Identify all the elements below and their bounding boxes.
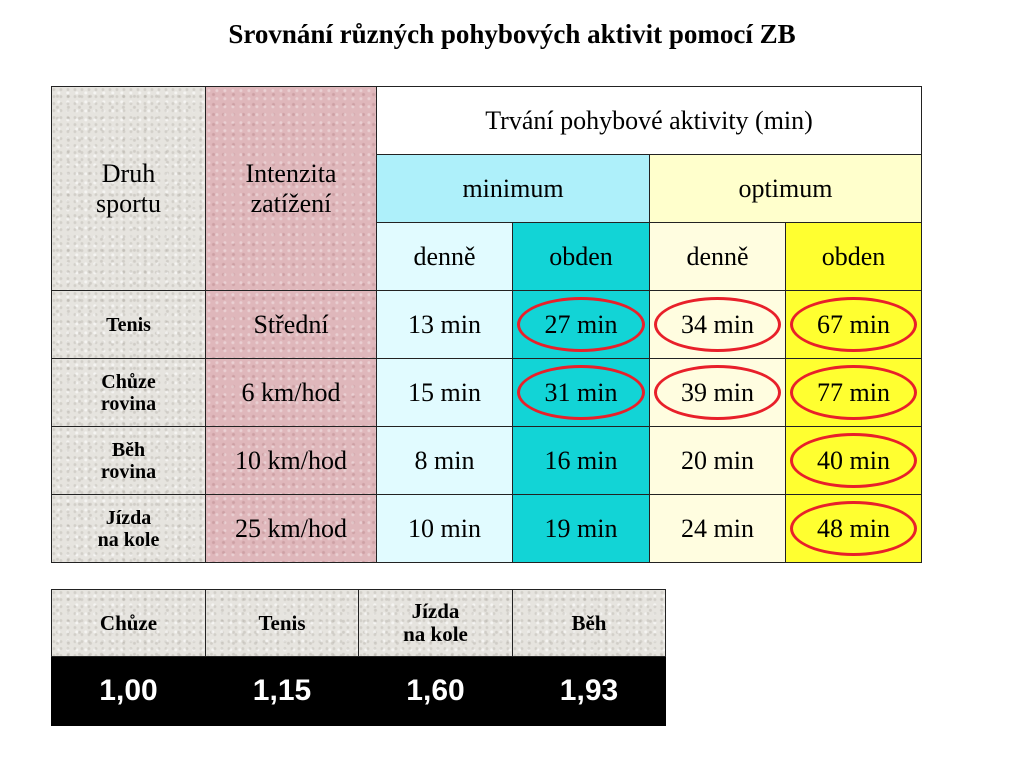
sport-type-header: Druh sportu xyxy=(51,86,206,291)
intensity-cell: 25 km/hod xyxy=(205,494,377,563)
minimum-daily-cell: 13 min xyxy=(376,290,513,359)
activity-comparison-table: Druh sportu Intenzita zatížení Trvání pohy… xyxy=(51,86,923,563)
minimum-alternate-cell: 31 min xyxy=(512,358,650,427)
sport-name-cell: Tenis xyxy=(51,290,206,359)
intensity-cell: 6 km/hod xyxy=(205,358,377,427)
optimum-daily-cell: 39 min xyxy=(649,358,786,427)
minimum-daily-cell: 15 min xyxy=(376,358,513,427)
optimum-alternate-cell: 40 min xyxy=(784,426,923,495)
factor-header-cell: Běh xyxy=(512,589,666,657)
sport-name-cell: Chůze rovina xyxy=(51,358,206,427)
optimum-header: optimum xyxy=(648,154,923,223)
table-row: Běh rovina 10 km/hod 8 min 16 min 20 min 40 mi… xyxy=(51,426,923,495)
optimum-alternate-cell: 48 min xyxy=(784,494,923,563)
table-row: Jízda na kole 25 km/hod 10 min 19 min 24 min 4… xyxy=(51,494,923,563)
optimum-alternate-cell: 67 min xyxy=(784,290,923,359)
energy-factor-table: Chůze Tenis Jízda na kole Běh 1,00 1,15 1,60 1,… xyxy=(51,589,666,726)
minimum-header: minimum xyxy=(376,154,650,223)
sport-name-cell: Běh rovina xyxy=(51,426,206,495)
page-title: Srovnání různých pohybových aktivit pomo… xyxy=(228,19,796,49)
minimum-alternate-cell: 16 min xyxy=(512,426,650,495)
factor-value-cell: 1,93 xyxy=(512,656,666,726)
intensity-cell: Střední xyxy=(205,290,377,359)
table-row: Chůze rovina 6 km/hod 15 min 31 min 39 min 77 … xyxy=(51,358,923,427)
optimum-daily-header: denně xyxy=(649,222,786,291)
minimum-daily-header: denně xyxy=(376,222,513,291)
table-row: Tenis Střední 13 min 27 min 34 min 67 min xyxy=(51,290,923,359)
minimum-daily-cell: 8 min xyxy=(376,426,513,495)
optimum-daily-cell: 34 min xyxy=(649,290,786,359)
factor-header-cell: Chůze xyxy=(51,589,206,657)
factor-header-cell: Jízda na kole xyxy=(358,589,513,657)
factor-header-cell: Tenis xyxy=(205,589,359,657)
optimum-alternate-cell: 77 min xyxy=(784,358,923,427)
factor-value-cell: 1,00 xyxy=(51,656,206,726)
duration-header: Trvání pohybové aktivity (min) xyxy=(375,86,923,155)
minimum-alternate-header: obden xyxy=(512,222,650,291)
minimum-alternate-cell: 19 min xyxy=(512,494,650,563)
minimum-alternate-cell: 27 min xyxy=(512,290,650,359)
intensity-cell: 10 km/hod xyxy=(205,426,377,495)
factor-value-cell: 1,15 xyxy=(205,656,359,726)
optimum-daily-cell: 24 min xyxy=(649,494,786,563)
optimum-daily-cell: 20 min xyxy=(649,426,786,495)
sport-name-cell: Jízda na kole xyxy=(51,494,206,563)
intensity-header: Intenzita zatížení xyxy=(205,86,377,291)
minimum-daily-cell: 10 min xyxy=(376,494,513,563)
optimum-alternate-header: obden xyxy=(784,222,923,291)
factor-value-cell: 1,60 xyxy=(358,656,513,726)
